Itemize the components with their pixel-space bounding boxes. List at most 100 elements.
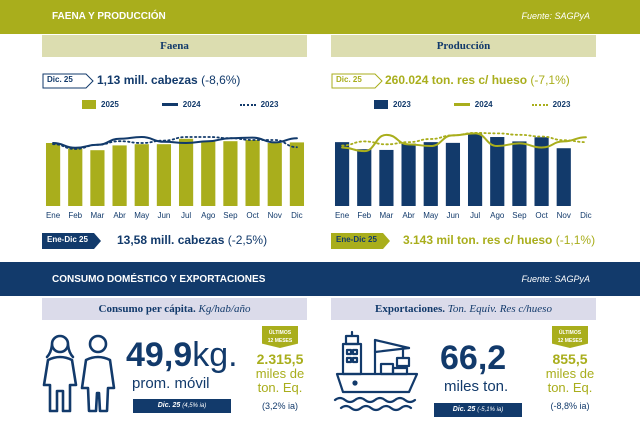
- legend-swatch-line: [453, 103, 470, 106]
- produccion-headline: 260.024 ton. res c/ hueso (-7,1%): [385, 73, 570, 87]
- faena-total-tag-label: Ene-Dic 25: [47, 235, 88, 244]
- chart-tick-label: Jul: [470, 211, 480, 220]
- consumo-badge: ÚLTIMOS 12 MESES: [262, 326, 298, 348]
- chart-bar: [201, 141, 216, 206]
- consumo-side-value: 2.315,5: [256, 351, 304, 367]
- chart-tick-label: Feb: [68, 211, 82, 220]
- tag-arrow-icon: [331, 73, 383, 89]
- chart-bar: [423, 142, 438, 206]
- chart-bar: [68, 148, 83, 206]
- faena-total-change: (-2,5%): [227, 233, 268, 247]
- chart-tick-label: Abr: [402, 211, 415, 220]
- consumo-side-change: (3,2% ia): [261, 401, 298, 411]
- consumo-panel-title-bold: Consumo per cápita.: [98, 303, 196, 315]
- exportaciones-side-unit2: ton. Eq.: [547, 380, 593, 395]
- legend-swatch-dotted: [239, 103, 256, 106]
- chart-tick-label: Dic: [291, 211, 303, 220]
- chart-bar: [45, 143, 61, 206]
- produccion-legend: 2023 2024 2023: [374, 100, 570, 109]
- chart-tick-label: Dic: [580, 211, 592, 220]
- legend-label: 2023: [552, 100, 571, 109]
- chart-bar: [178, 138, 194, 206]
- tag-arrow-icon: [42, 233, 101, 249]
- faena-month-tag-label: Dic. 25: [47, 75, 73, 84]
- tag-arrow-icon: [42, 73, 94, 89]
- chart-bar: [467, 133, 483, 206]
- chart-bar: [357, 149, 372, 206]
- chart-tick-label: Sep: [512, 211, 527, 220]
- chart-bar: [267, 143, 282, 206]
- faena-chart: Ene Feb Mar Abr May Jun Jul Ago Sep Oct Nov Dic: [45, 135, 305, 220]
- chart-series-line: [52, 136, 298, 150]
- chart-bar: [156, 144, 172, 206]
- consumo-tag: Dic. 25 (4,5% ia): [133, 399, 231, 413]
- exportaciones-panel-title-bold: Exportaciones.: [375, 303, 446, 315]
- exportaciones-tag-bold: Dic. 25: [452, 406, 476, 413]
- exportaciones-panel-title: Exportaciones. Ton. Equiv. Res c/hueso: [331, 298, 596, 320]
- chart-bar: [289, 142, 305, 206]
- chart-tick-label: Abr: [113, 211, 126, 220]
- people-icon: [42, 334, 116, 413]
- exportaciones-side: 855,5 miles de ton. Eq. (-8,8% ia): [530, 351, 610, 412]
- chart-series-line: [52, 135, 298, 149]
- top-section-source: Fuente: SAGPyA: [521, 11, 590, 21]
- consumo-sub: prom. móvil: [132, 375, 210, 392]
- consumo-tag-small: (4,5% ia): [182, 403, 207, 409]
- faena-total-value: 13,58 mill. cabezas: [117, 233, 225, 247]
- chart-bar: [556, 148, 571, 206]
- faena-total-tag: Ene-Dic 25: [42, 233, 101, 249]
- legend-label: 2024: [474, 100, 493, 109]
- tag-arrow-icon: [331, 233, 390, 249]
- legend-label: 2024: [182, 100, 201, 109]
- legend-swatch-bar: [374, 100, 388, 109]
- chart-series-line: [341, 132, 587, 153]
- exportaciones-badge: ÚLTIMOS 12 MESES: [552, 326, 588, 348]
- consumo-badge-line2: 12 MESES: [267, 338, 293, 344]
- chart-bar: [490, 137, 505, 206]
- chart-tick-label: Mar: [91, 211, 105, 220]
- chart-tick-label: May: [134, 211, 149, 220]
- chart-tick-label: Jun: [157, 211, 170, 220]
- produccion-headline-value: 260.024 ton. res c/ hueso: [385, 73, 528, 87]
- exportaciones-tag-small: (-5,1% ia): [477, 407, 504, 413]
- produccion-headline-change: (-7,1%): [530, 73, 570, 87]
- exportaciones-badge-line1: ÚLTIMOS: [558, 330, 582, 336]
- chart-tick-label: Nov: [557, 211, 571, 220]
- produccion-total-value: 3.143 mil ton. res c/ hueso: [403, 233, 553, 247]
- legend-swatch-bar: [82, 100, 96, 109]
- chart-bar: [534, 137, 549, 206]
- top-section-header: [0, 0, 640, 34]
- faena-total: 13,58 mill. cabezas (-2,5%): [117, 233, 267, 247]
- produccion-chart: Ene Feb Mar Abr May Jun Jul Ago Sep Oct Nov Dic: [334, 131, 592, 220]
- chart-tick-label: Ene: [335, 211, 350, 220]
- exportaciones-value: 66,2: [440, 339, 507, 377]
- chart-bar: [90, 150, 105, 206]
- produccion-total-change: (-1,1%): [555, 233, 596, 247]
- chart-bar: [334, 142, 350, 206]
- consumo-panel-title-italic: Kg/hab/año: [198, 303, 251, 315]
- chart-tick-label: Jun: [446, 211, 459, 220]
- legend-label: 2023: [260, 100, 279, 109]
- consumo-value-unit: kg.: [192, 336, 238, 374]
- produccion-total-tag-label: Ene-Dic 25: [336, 235, 377, 244]
- chart-tick-label: Feb: [357, 211, 371, 220]
- produccion-month-tag-label: Dic. 25: [336, 75, 362, 84]
- chart-tick-label: Sep: [223, 211, 238, 220]
- chart-bar: [112, 145, 127, 206]
- legend-label: 2025: [101, 100, 119, 109]
- chart-bar: [512, 141, 527, 206]
- chart-bar: [445, 142, 461, 206]
- chart-bar: [134, 144, 149, 206]
- faena-panel-title: Faena: [42, 35, 307, 57]
- faena-headline: 1,13 mill. cabezas (-8,6%): [97, 73, 240, 87]
- legend-label: 2023: [393, 100, 411, 109]
- legend-swatch-line: [161, 103, 178, 106]
- produccion-total: 3.143 mil ton. res c/ hueso (-1,1%): [403, 233, 595, 247]
- exportaciones-side-unit1: miles de: [545, 366, 595, 381]
- chart-bar: [223, 141, 238, 206]
- faena-headline-change: (-8,6%): [201, 73, 241, 87]
- chart-tick-label: Jul: [181, 211, 191, 220]
- exportaciones-side-value: 855,5: [552, 351, 588, 367]
- exportaciones-side-change: (-8,8% ia): [550, 401, 590, 411]
- consumo-tag-bold: Dic. 25: [157, 402, 181, 409]
